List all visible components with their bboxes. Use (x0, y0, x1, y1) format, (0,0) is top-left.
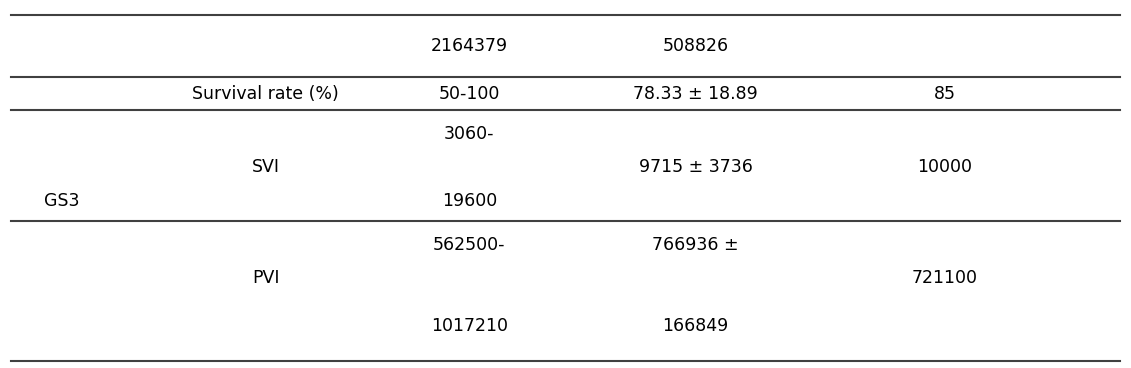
Text: 50-100: 50-100 (439, 85, 500, 103)
Text: 166849: 166849 (663, 317, 728, 335)
Text: 10000: 10000 (917, 159, 972, 176)
Text: 78.33 ± 18.89: 78.33 ± 18.89 (633, 85, 758, 103)
Text: PVI: PVI (252, 269, 279, 287)
Text: 508826: 508826 (663, 37, 728, 55)
Text: Survival rate (%): Survival rate (%) (192, 85, 339, 103)
Text: 9715 ± 3736: 9715 ± 3736 (639, 159, 752, 176)
Text: 2164379: 2164379 (431, 37, 508, 55)
Text: 1017210: 1017210 (431, 317, 508, 335)
Text: 3060-: 3060- (444, 125, 494, 143)
Text: GS3: GS3 (44, 192, 80, 209)
Text: 766936 ±: 766936 ± (653, 236, 739, 254)
Text: 85: 85 (933, 85, 956, 103)
Text: 19600: 19600 (442, 192, 497, 209)
Text: SVI: SVI (252, 159, 279, 176)
Text: 562500-: 562500- (433, 236, 506, 254)
Text: 721100: 721100 (912, 269, 977, 287)
